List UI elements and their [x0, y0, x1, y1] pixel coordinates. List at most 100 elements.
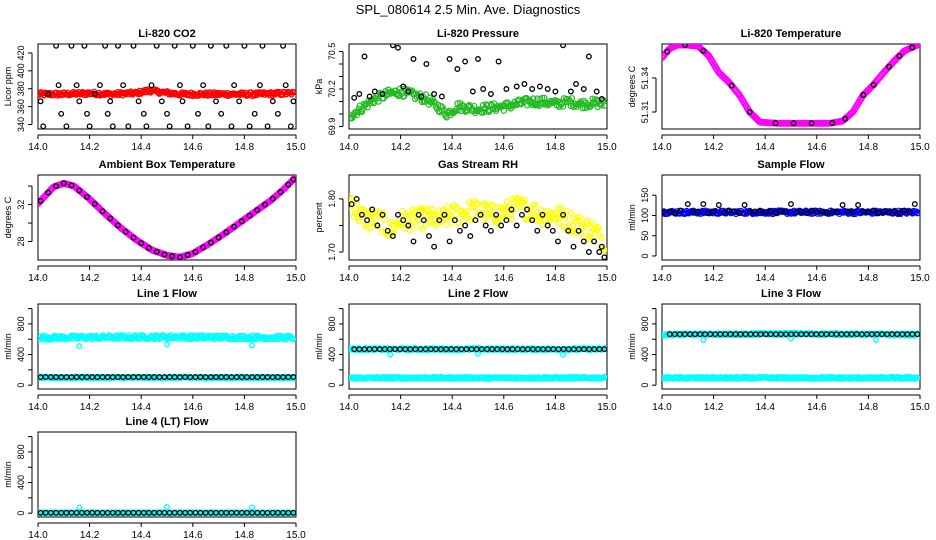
panel-title: Gas Stream RH	[438, 159, 518, 171]
x-tick-label: 14.0	[28, 273, 48, 284]
y-tick-label: 32	[16, 200, 26, 210]
data-point	[901, 207, 908, 214]
data-point	[567, 209, 575, 217]
data-point	[76, 98, 83, 105]
data-point	[353, 195, 360, 202]
data-point	[480, 86, 487, 92]
x-tick-label: 14.0	[339, 402, 359, 413]
data-point	[76, 504, 83, 511]
x-tick-label: 14.0	[652, 142, 672, 153]
data-point	[73, 82, 80, 89]
data-point	[477, 211, 484, 218]
data-point	[728, 82, 735, 89]
panel-title: Li-820 CO2	[138, 28, 195, 40]
data-point	[40, 123, 47, 129]
data-point	[96, 82, 103, 89]
data-point	[446, 213, 453, 220]
data-point	[456, 227, 463, 234]
data-point	[353, 111, 361, 119]
data-point	[465, 207, 472, 215]
data-point	[565, 227, 572, 234]
data-point	[410, 56, 417, 62]
x-tick-label: 15.0	[286, 402, 306, 413]
data-point	[176, 82, 183, 89]
data-point	[870, 81, 877, 88]
panel-5: Sample Flow 14.0 14.2 14.4 14.6 14.8 15.0 0 50 10…	[627, 159, 930, 284]
data-point	[192, 249, 199, 255]
data-point	[746, 109, 753, 115]
data-point	[441, 209, 448, 217]
data-point	[262, 201, 268, 208]
x-tick-label: 14.2	[80, 273, 100, 284]
data-point	[569, 222, 577, 229]
y-tick-label: 340	[16, 117, 26, 132]
data-point	[532, 201, 539, 208]
data-point	[264, 123, 271, 129]
data-point	[536, 83, 543, 90]
data-point	[148, 82, 155, 89]
x-tick-label: 14.0	[28, 142, 48, 153]
data-point	[700, 201, 707, 208]
data-point	[493, 211, 500, 218]
data-point	[487, 91, 494, 97]
data-point	[798, 208, 805, 215]
data-point	[526, 216, 533, 223]
data-point	[601, 373, 607, 381]
data-point	[834, 209, 841, 216]
x-tick-label: 14.2	[391, 142, 411, 153]
data-point	[389, 44, 396, 49]
data-point	[508, 215, 515, 223]
data-point	[757, 207, 763, 214]
data-point	[495, 58, 502, 65]
data-point	[169, 253, 176, 260]
y-tick-label: 400	[16, 63, 26, 78]
data-point	[503, 217, 510, 224]
data-point	[570, 243, 577, 250]
data-point	[356, 91, 363, 97]
data-point	[231, 223, 238, 230]
data-point	[557, 204, 565, 212]
data-point	[102, 44, 109, 49]
data-point	[412, 223, 420, 230]
data-point	[906, 209, 913, 216]
data-point	[870, 207, 877, 214]
panel-title: Sample Flow	[757, 159, 825, 171]
data-point	[140, 110, 147, 117]
data-point	[166, 123, 173, 129]
x-tick-label: 14.8	[859, 402, 879, 413]
data-layer	[38, 44, 296, 129]
data-point	[842, 115, 849, 122]
data-point	[405, 88, 412, 95]
data-point	[913, 44, 920, 49]
data-point	[523, 216, 530, 223]
data-point	[552, 88, 559, 95]
data-point	[58, 110, 65, 117]
x-tick-label: 15.0	[910, 273, 930, 284]
data-point	[521, 196, 528, 204]
y-axis-label: percent	[314, 202, 324, 233]
data-point	[431, 243, 438, 250]
data-point	[518, 211, 525, 218]
data-point	[408, 216, 416, 224]
data-point	[513, 83, 520, 90]
data-point	[45, 91, 52, 98]
y-tick-label: 150	[640, 188, 650, 203]
data-point	[395, 44, 401, 51]
data-point	[109, 123, 116, 129]
data-point	[601, 254, 607, 260]
x-tick-label: 14.4	[755, 273, 775, 284]
y-axis-label: ml/min	[3, 461, 13, 488]
x-tick-label: 14.4	[131, 530, 151, 540]
data-point	[498, 222, 505, 229]
data-point	[395, 211, 401, 218]
y-tick-label: 0	[16, 511, 26, 516]
data-point	[875, 210, 882, 216]
data-point	[896, 210, 903, 216]
data-layer	[349, 345, 607, 382]
data-point	[710, 208, 717, 215]
data-layer	[662, 329, 920, 382]
data-point	[677, 207, 684, 214]
data-point	[591, 238, 598, 245]
y-tick-label: 1.80	[327, 190, 337, 208]
data-point	[161, 251, 168, 258]
